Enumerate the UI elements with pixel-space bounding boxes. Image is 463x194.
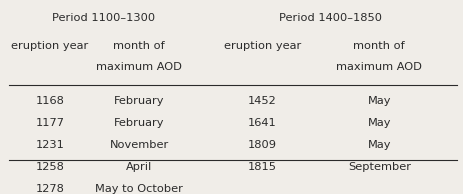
Text: 1278: 1278 [36,184,64,194]
Text: eruption year: eruption year [11,41,88,51]
Text: eruption year: eruption year [224,41,301,51]
Text: September: September [348,162,411,172]
Text: November: November [109,140,169,150]
Text: May: May [368,140,391,150]
Text: Period 1100–1300: Period 1100–1300 [52,13,155,23]
Text: 1815: 1815 [248,162,277,172]
Text: May: May [368,96,391,106]
Text: 1231: 1231 [36,140,64,150]
Text: May to October: May to October [95,184,183,194]
Text: February: February [114,96,164,106]
Text: month of: month of [353,41,405,51]
Text: 1177: 1177 [35,118,64,128]
Text: 1258: 1258 [36,162,64,172]
Text: 1452: 1452 [248,96,277,106]
Text: Period 1400–1850: Period 1400–1850 [279,13,382,23]
Text: month of: month of [113,41,165,51]
Text: maximum AOD: maximum AOD [336,62,422,72]
Text: maximum AOD: maximum AOD [96,62,182,72]
Text: 1168: 1168 [36,96,64,106]
Text: February: February [114,118,164,128]
Text: April: April [126,162,152,172]
Text: 1809: 1809 [248,140,277,150]
Text: May: May [368,118,391,128]
Text: 1641: 1641 [248,118,277,128]
